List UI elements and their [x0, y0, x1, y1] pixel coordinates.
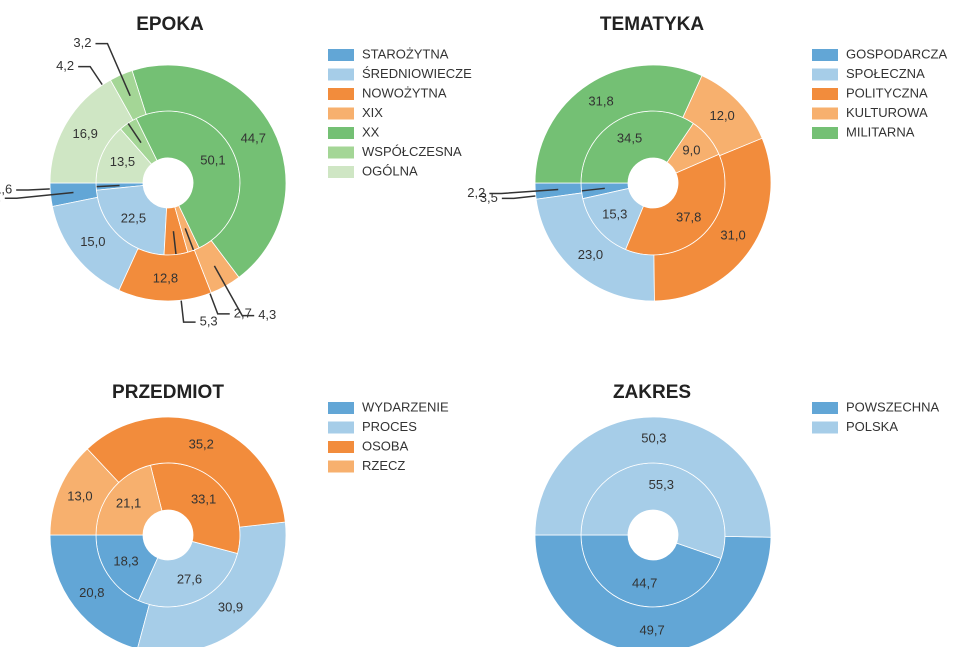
legend-label: KULTUROWA	[846, 105, 928, 120]
data-label: 44,7	[632, 576, 657, 591]
data-label: 50,1	[200, 153, 225, 168]
data-label: 34,5	[617, 130, 642, 145]
donut-sector	[49, 448, 120, 536]
legend-swatch	[812, 421, 838, 434]
data-label: 21,1	[116, 496, 141, 511]
legend-swatch	[328, 421, 354, 434]
data-label: 12,0	[709, 108, 734, 123]
legend-label: XX	[362, 124, 380, 139]
leader-line	[489, 188, 559, 195]
legend-label: ŚREDNIOWIECZE	[362, 66, 472, 81]
legend-swatch	[328, 460, 354, 473]
data-label: 4,3	[258, 307, 276, 322]
data-label: 15,0	[80, 234, 105, 249]
legend-label: NOWOŻYTNA	[362, 85, 447, 100]
chart-title: ZAKRES	[613, 382, 691, 403]
data-label: 5,3	[200, 314, 218, 329]
legend-label: SPOŁECZNA	[846, 66, 925, 81]
data-label: 50,3	[641, 430, 666, 445]
chart-title: EPOKA	[136, 14, 204, 35]
donut-sector	[49, 79, 134, 184]
data-label: 3,2	[0, 190, 1, 205]
donut-sector	[534, 64, 703, 184]
legend-label: XIX	[362, 105, 383, 120]
legend-swatch	[812, 68, 838, 81]
donut-sector	[49, 534, 150, 647]
legend-swatch	[812, 402, 838, 414]
data-label: 27,6	[177, 572, 202, 587]
leader-line	[213, 265, 255, 317]
legend-swatch	[328, 146, 354, 159]
data-label: 13,0	[67, 488, 92, 503]
data-label: 2,7	[234, 305, 252, 320]
data-label: 31,8	[588, 94, 613, 109]
legend-label: POWSZECHNA	[846, 399, 940, 414]
leader-line	[95, 42, 131, 97]
data-label: 15,3	[602, 207, 627, 222]
donut-sector	[131, 64, 287, 278]
legend-swatch	[812, 88, 838, 100]
legend-swatch	[328, 107, 354, 120]
data-label: 49,7	[639, 622, 664, 637]
data-label: 55,3	[649, 477, 674, 492]
data-label: 2,2	[467, 185, 485, 200]
legend-swatch	[328, 402, 354, 414]
data-label: 30,9	[218, 599, 243, 614]
data-label: 23,0	[578, 247, 603, 262]
data-label: 33,1	[191, 491, 216, 506]
legend-swatch	[812, 107, 838, 120]
donut-sector	[653, 137, 772, 302]
legend-swatch	[328, 88, 354, 100]
donut-sector	[86, 416, 286, 528]
legend-label: OGÓLNA	[362, 163, 418, 178]
data-label: 18,3	[113, 554, 138, 569]
legend-label: GOSPODARCZA	[846, 46, 947, 61]
data-label: 20,8	[79, 585, 104, 600]
legend-swatch	[328, 166, 354, 178]
legend-label: MILITARNA	[846, 124, 915, 139]
data-label: 35,2	[189, 436, 214, 451]
data-label: 12,8	[153, 270, 178, 285]
legend-label: WYDARZENIE	[362, 399, 449, 414]
data-label: 9,0	[682, 142, 700, 157]
chart-title: TEMATYKA	[600, 14, 704, 35]
data-label: 16,9	[73, 126, 98, 141]
leader-line	[4, 191, 74, 199]
data-label: 3,2	[73, 35, 91, 50]
legend-label: RZECZ	[362, 458, 405, 473]
legend-swatch	[812, 49, 838, 61]
legend-swatch	[328, 127, 354, 139]
legend-label: WSPÓŁCZESNA	[362, 144, 462, 159]
donut-sector	[534, 416, 772, 538]
legend-label: POLSKA	[846, 419, 898, 434]
data-label: 13,5	[110, 154, 135, 169]
data-label: 31,0	[720, 227, 745, 242]
donut-sector	[534, 534, 772, 647]
data-label: 4,2	[56, 58, 74, 73]
data-label: 37,8	[676, 209, 701, 224]
legend-swatch	[328, 49, 354, 61]
legend-label: POLITYCZNA	[846, 85, 928, 100]
chart-title: PRZEDMIOT	[112, 382, 224, 403]
donut-sector	[137, 521, 287, 647]
legend-swatch	[812, 127, 838, 139]
data-label: 1,6	[0, 181, 12, 196]
legend-label: STAROŻYTNA	[362, 46, 449, 61]
data-label: 44,7	[241, 130, 266, 145]
legend-swatch	[328, 441, 354, 453]
legend-swatch	[328, 68, 354, 81]
legend-label: OSOBA	[362, 438, 409, 453]
data-label: 22,5	[121, 211, 146, 226]
legend-label: PROCES	[362, 419, 417, 434]
